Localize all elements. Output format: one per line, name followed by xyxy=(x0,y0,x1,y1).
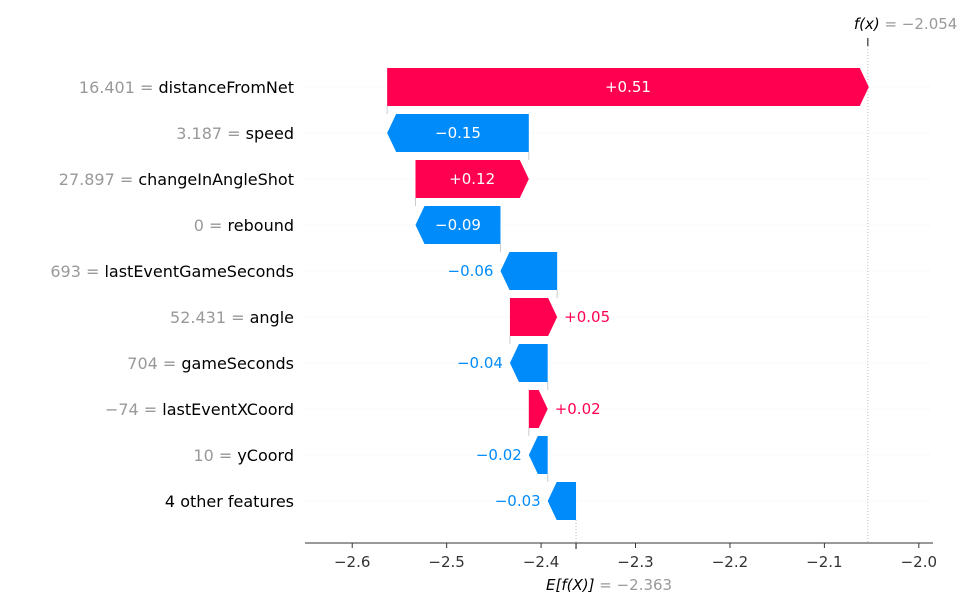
waterfall-bar xyxy=(509,344,548,382)
feature-value: 52.431 = xyxy=(170,308,250,327)
bar-value-label: −0.15 xyxy=(435,124,481,142)
feature-name: changeInAngleShot xyxy=(138,170,294,189)
waterfall-bar xyxy=(500,252,558,290)
reference-lines xyxy=(575,38,869,543)
feature-label: 10 = yCoord xyxy=(193,446,294,465)
feature-label: 16.401 = distanceFromNet xyxy=(79,78,294,97)
feature-name: 4 other features xyxy=(165,492,294,511)
feature-name: distanceFromNet xyxy=(158,78,294,97)
x-tick-label: −2.2 xyxy=(712,553,748,571)
x-tick-label: −2.3 xyxy=(617,553,653,571)
feature-label: 693 = lastEventGameSeconds xyxy=(50,262,294,281)
feature-label: 52.431 = angle xyxy=(170,308,294,327)
feature-value: 704 = xyxy=(127,354,181,373)
feature-name: rebound xyxy=(228,216,294,235)
feature-label: 4 other features xyxy=(165,492,294,511)
bar-value-label: −0.04 xyxy=(457,354,503,372)
feature-name: angle xyxy=(250,308,294,327)
fx-annotation: f(x) = −2.054 xyxy=(854,15,958,33)
fx-label: f(x) xyxy=(854,15,880,33)
contribution-labels: +0.51 −0.15 +0.12 −0.09 −0.06 +0.05 −0.04 +0.02… xyxy=(435,78,651,510)
bar-value-label: −0.09 xyxy=(435,216,481,234)
waterfall-bar xyxy=(387,114,529,152)
feature-name: lastEventGameSeconds xyxy=(104,262,294,281)
feature-label: −74 = lastEventXCoord xyxy=(105,400,294,419)
feature-value: 27.897 = xyxy=(59,170,139,189)
x-axis: −2.6 −2.5 −2.4 −2.3 −2.2 −2.1 −2.0 xyxy=(305,542,937,571)
waterfall-bar xyxy=(415,206,501,244)
feature-label: 3.187 = speed xyxy=(176,124,294,143)
feature-value: 16.401 = xyxy=(79,78,159,97)
x-tick-label: −2.0 xyxy=(901,553,937,571)
ex-value: = −2.363 xyxy=(594,576,672,594)
feature-name: speed xyxy=(246,124,294,143)
x-tick-label: −2.1 xyxy=(806,553,842,571)
ex-annotation: E[f(X)] = −2.363 xyxy=(546,576,672,594)
bar-value-label: −0.02 xyxy=(476,446,522,464)
bar-value-label: +0.51 xyxy=(605,78,651,96)
x-tick-label: −2.6 xyxy=(334,553,370,571)
feature-value: 10 = xyxy=(193,446,237,465)
feature-value: 693 = xyxy=(50,262,104,281)
ex-label: E[f(X)] xyxy=(546,576,595,594)
bar-value-label: +0.05 xyxy=(564,308,610,326)
waterfall-bar xyxy=(387,68,869,106)
bar-value-label: −0.06 xyxy=(448,262,494,280)
feature-label: 27.897 = changeInAngleShot xyxy=(59,170,294,189)
x-tick-label: −2.5 xyxy=(428,553,464,571)
feature-value: −74 = xyxy=(105,400,162,419)
contribution-bars xyxy=(387,68,869,520)
bar-value-label: +0.02 xyxy=(555,400,601,418)
waterfall-bar xyxy=(528,390,548,428)
feature-name: lastEventXCoord xyxy=(162,400,294,419)
bar-value-label: −0.03 xyxy=(495,492,541,510)
waterfall-bar xyxy=(528,436,548,474)
fx-value: = −2.054 xyxy=(880,15,958,33)
feature-value: 0 = xyxy=(194,216,228,235)
feature-name: yCoord xyxy=(237,446,294,465)
feature-value: 3.187 = xyxy=(176,124,245,143)
waterfall-bar xyxy=(415,160,529,198)
waterfall-bar xyxy=(547,482,577,520)
feature-label: 704 = gameSeconds xyxy=(127,354,294,373)
feature-labels: 16.401 = distanceFromNet 3.187 = speed 27.… xyxy=(50,78,294,511)
feature-name: gameSeconds xyxy=(181,354,294,373)
bar-value-label: +0.12 xyxy=(449,170,495,188)
feature-label: 0 = rebound xyxy=(194,216,294,235)
x-tick-label: −2.4 xyxy=(523,553,559,571)
waterfall-bar xyxy=(509,298,558,336)
